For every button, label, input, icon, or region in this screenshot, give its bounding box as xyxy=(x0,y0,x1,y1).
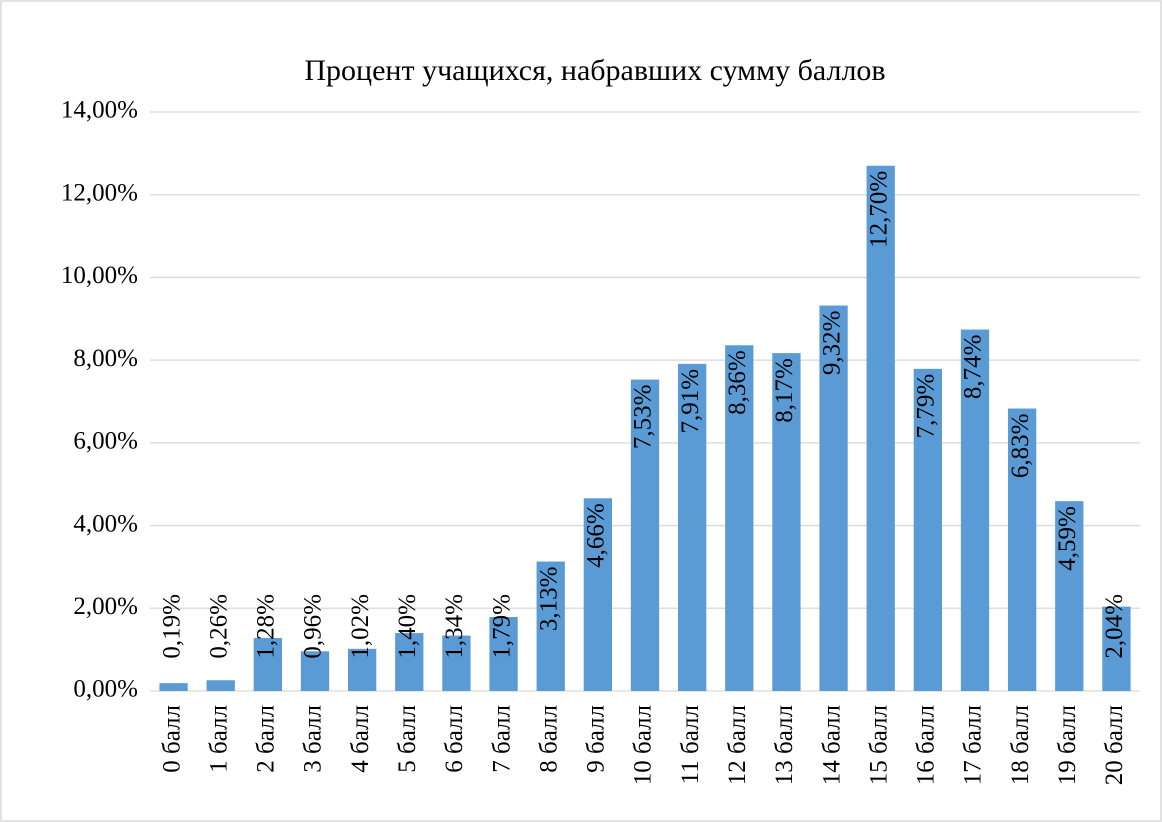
x-tick-label: 16 балл xyxy=(913,705,940,785)
data-label: 0,26% xyxy=(205,594,232,659)
bar xyxy=(206,680,235,691)
x-tick-label: 5 балл xyxy=(394,705,421,773)
x-tick-label: 19 балл xyxy=(1054,705,1081,785)
x-tick-label: 0 балл xyxy=(158,705,185,773)
data-label: 4,59% xyxy=(1054,506,1081,571)
x-tick-label: 13 балл xyxy=(771,705,798,785)
bar xyxy=(253,638,282,691)
bar xyxy=(583,498,612,691)
x-tick-label: 20 балл xyxy=(1101,705,1128,785)
x-tick-label: 18 балл xyxy=(1007,705,1034,785)
x-tick-label: 14 балл xyxy=(818,705,845,785)
data-label: 2,04% xyxy=(1101,594,1128,659)
data-label: 8,17% xyxy=(771,358,798,423)
y-tick-label: 10,00% xyxy=(61,262,138,289)
data-label: 4,66% xyxy=(583,503,610,568)
data-label: 1,40% xyxy=(394,594,421,659)
bar xyxy=(489,616,518,691)
data-label: 0,19% xyxy=(158,594,185,659)
x-tick-label: 3 балл xyxy=(300,705,327,773)
bar xyxy=(1008,408,1037,691)
y-tick-label: 4,00% xyxy=(73,510,138,537)
bar xyxy=(913,368,942,691)
x-tick-label: 15 балл xyxy=(865,705,892,785)
y-tick-label: 6,00% xyxy=(73,428,138,455)
bar xyxy=(630,379,660,691)
data-label: 6,83% xyxy=(1007,414,1034,479)
x-tick-label: 7 балл xyxy=(488,705,515,773)
data-label: 7,53% xyxy=(630,385,657,450)
bar xyxy=(960,329,990,691)
data-label: 1,28% xyxy=(253,594,280,659)
x-tick-label: 10 балл xyxy=(630,705,657,785)
bar xyxy=(395,633,424,691)
x-tick-label: 6 балл xyxy=(441,705,468,773)
bar xyxy=(536,561,565,691)
x-tick-label: 4 балл xyxy=(347,705,374,773)
x-tick-label: 9 балл xyxy=(583,705,610,773)
data-label: 12,70% xyxy=(865,171,892,248)
x-tick-label: 11 балл xyxy=(677,705,704,784)
x-tick-label: 8 балл xyxy=(535,705,562,773)
bar xyxy=(442,635,471,691)
bar xyxy=(1102,606,1131,691)
bar xyxy=(678,363,707,691)
y-tick-label: 8,00% xyxy=(73,345,138,372)
data-label: 9,32% xyxy=(818,311,845,376)
x-tick-label: 2 балл xyxy=(253,705,280,773)
data-label: 8,74% xyxy=(960,335,987,400)
data-label: 3,13% xyxy=(535,567,562,632)
data-label: 8,36% xyxy=(724,350,751,415)
bar xyxy=(866,165,895,691)
chart-title: Процент учащихся, набравших сумму баллов xyxy=(304,54,885,87)
x-tick-label: 17 балл xyxy=(960,705,987,785)
data-label: 7,91% xyxy=(677,369,704,434)
bar xyxy=(1055,501,1084,691)
x-tick-label: 12 балл xyxy=(724,705,751,785)
data-label: 0,96% xyxy=(300,594,327,659)
y-tick-label: 12,00% xyxy=(61,179,138,206)
bar xyxy=(725,345,754,691)
bar xyxy=(159,683,188,691)
data-label: 7,79% xyxy=(913,374,940,439)
data-label: 1,34% xyxy=(441,594,468,659)
y-tick-label: 14,00% xyxy=(61,97,138,124)
bar xyxy=(819,305,848,691)
data-label: 1,79% xyxy=(488,594,515,659)
y-tick-label: 2,00% xyxy=(73,593,138,620)
bar xyxy=(772,353,801,691)
x-tick-label: 1 балл xyxy=(205,705,232,773)
data-label: 1,02% xyxy=(347,594,374,659)
bar xyxy=(348,648,377,691)
y-tick-label: 0,00% xyxy=(73,676,138,703)
bar xyxy=(300,651,330,691)
